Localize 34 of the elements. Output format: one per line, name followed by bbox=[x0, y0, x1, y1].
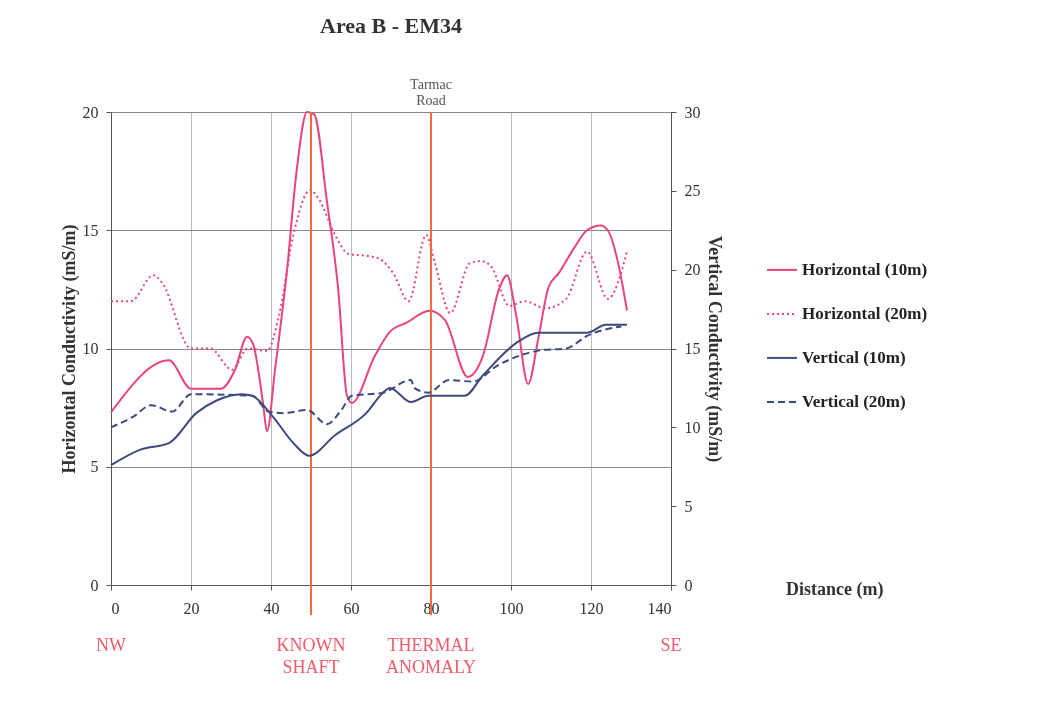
y2-tick-label: 25 bbox=[684, 182, 701, 200]
x-tick-label: 40 bbox=[263, 599, 280, 617]
legend-label: Horizontal (10m) bbox=[802, 259, 928, 279]
x-tick-label: 100 bbox=[499, 599, 524, 617]
text: SE bbox=[660, 635, 682, 655]
text: NW bbox=[96, 635, 126, 655]
legend-label: Vertical (10m) bbox=[802, 347, 906, 367]
line-series bbox=[110, 323, 628, 467]
y2-axis-title: Vertical Conductivity (mS/m) bbox=[703, 235, 725, 463]
y-axis-title: Horizontal Conductivity (mS/m) bbox=[58, 224, 80, 474]
y2-tick-label: 5 bbox=[684, 497, 693, 515]
ref-line-label: KNOWN SHAFT bbox=[276, 635, 346, 677]
chart-title: Area B - EM34 bbox=[320, 13, 462, 38]
y-tick-label: 5 bbox=[90, 458, 99, 476]
x-tick-label: 140 bbox=[647, 599, 672, 617]
y2-tick-label: 30 bbox=[684, 103, 701, 121]
x-tick-label: 60 bbox=[343, 599, 360, 617]
legend-label: Vertical (20m) bbox=[802, 391, 906, 411]
ref-line-label: THERMAL ANOMALY bbox=[385, 635, 477, 677]
text: Tarmac Road bbox=[410, 77, 452, 108]
y2-tick-label: 20 bbox=[684, 261, 701, 279]
y-tick-label: 0 bbox=[90, 576, 99, 594]
x-tick-label: 20 bbox=[183, 599, 200, 617]
y2-tick-label: 10 bbox=[684, 418, 701, 436]
x-tick-label: 120 bbox=[579, 599, 604, 617]
y-tick-label: 15 bbox=[82, 221, 99, 239]
legend-label: Horizontal (20m) bbox=[802, 303, 928, 323]
x-axis-title: Distance (m) bbox=[786, 579, 884, 600]
y2-tick-label: 15 bbox=[684, 340, 701, 357]
y-tick-label: 10 bbox=[82, 340, 99, 357]
x-tick-label: 0 bbox=[111, 599, 120, 617]
y2-tick-label: 0 bbox=[684, 576, 693, 594]
line-series bbox=[110, 111, 628, 433]
y-tick-label: 20 bbox=[82, 103, 99, 121]
